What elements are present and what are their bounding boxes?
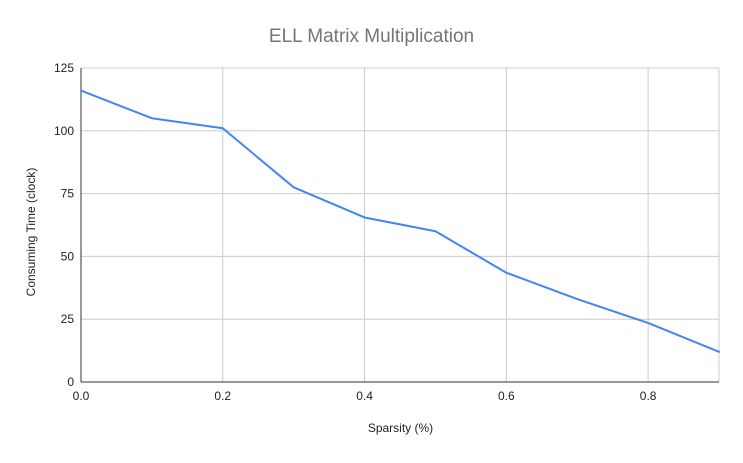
series-layer [80,89,720,353]
x-tick-label-1: 0.2 [214,389,231,403]
x-tick-label-3: 0.6 [498,389,515,403]
grid-lines [80,67,720,383]
x-tick-label-4: 0.8 [640,389,657,403]
x-axis-title: Sparsity (%) [368,421,433,435]
y-tick-label-4: 100 [54,124,74,138]
series-line-0 [80,89,720,353]
y-tick-label-3: 75 [61,187,75,201]
axes [80,68,719,383]
y-tick-label-2: 50 [61,249,75,263]
x-tick-label-0: 0.0 [73,389,90,403]
y-tick-label-1: 25 [61,312,75,326]
y-tick-label-5: 125 [54,61,74,75]
y-axis-title: Consuming Time (clock) [24,168,38,297]
chart-title: ELL Matrix Multiplication [269,26,474,47]
tick-labels: 0 25 50 75 100 125 0.0 0.2 0.4 0.6 0.8 [54,61,657,403]
y-tick-label-0: 0 [67,375,74,389]
x-tick-label-2: 0.4 [356,389,373,403]
